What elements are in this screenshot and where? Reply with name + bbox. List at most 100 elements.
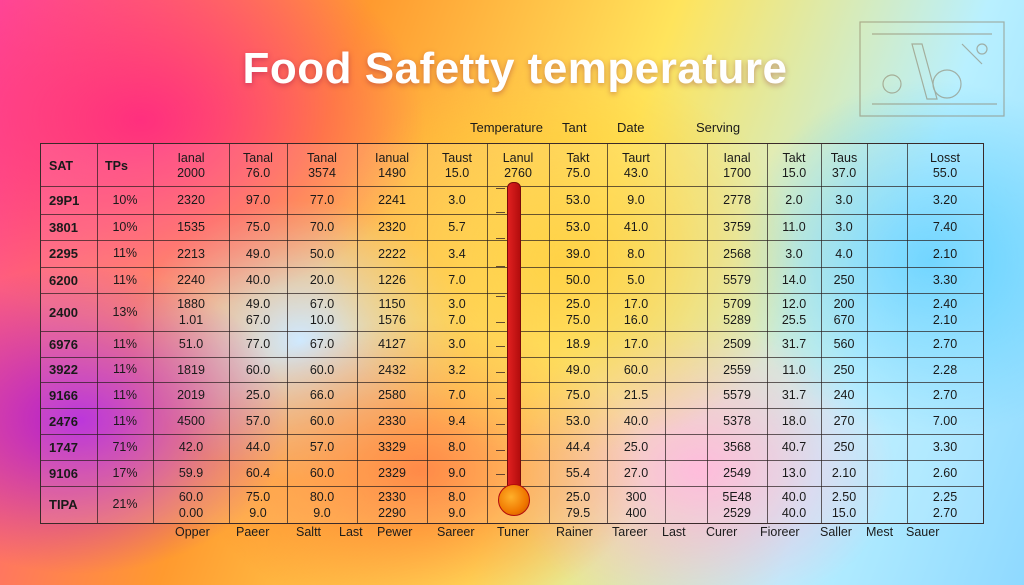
column-divider bbox=[287, 144, 288, 523]
table-cell: 60.4 bbox=[245, 466, 271, 480]
table-cell: 49.0 bbox=[245, 297, 271, 311]
table-cell: 3759 bbox=[723, 220, 751, 234]
header-cell: Losst bbox=[930, 151, 960, 165]
row-percent-cell: 17% bbox=[112, 465, 138, 480]
table-cell: 9.0 bbox=[627, 193, 645, 207]
row-id-cell: 2476 bbox=[49, 413, 78, 429]
table-cell: 60.0 bbox=[309, 362, 335, 377]
table-cell: 5.7 bbox=[448, 220, 466, 234]
row-percent-cell: 11% bbox=[112, 413, 138, 428]
table-cell: 40.7 bbox=[781, 440, 807, 454]
column-divider bbox=[607, 144, 608, 523]
header-cell: Tanal bbox=[307, 151, 337, 165]
header-cell: 1700 bbox=[723, 166, 751, 180]
row-id-cell: TIPA bbox=[49, 497, 78, 512]
footer-label: Tareer bbox=[612, 525, 648, 539]
table-cell: 59.9 bbox=[178, 466, 204, 480]
row-percent-cell: 11% bbox=[112, 387, 138, 402]
table-cell: 2.60 bbox=[932, 466, 958, 480]
table-cell: 27.0 bbox=[623, 466, 649, 480]
row-percent-cell: 11% bbox=[112, 272, 138, 287]
table-cell: 2.10 bbox=[932, 313, 958, 327]
table-cell: 9.0 bbox=[448, 466, 466, 480]
thermometer-tube bbox=[507, 182, 521, 489]
header-cell: SAT bbox=[49, 158, 74, 173]
header-cell: 3574 bbox=[308, 166, 336, 180]
row-percent-cell: 10% bbox=[112, 192, 138, 207]
thermometer-tick bbox=[496, 398, 505, 399]
footer-label: Sauer bbox=[906, 525, 940, 539]
table-cell: 5289 bbox=[723, 313, 751, 327]
table-cell: 2.50 bbox=[831, 489, 857, 504]
table-cell: 8.0 bbox=[627, 246, 645, 261]
table-cell: 44.0 bbox=[245, 440, 271, 454]
footer-label: Mest bbox=[866, 525, 894, 539]
footer-label: Last bbox=[339, 525, 363, 539]
table-cell: 4500 bbox=[177, 414, 205, 428]
header-cell: 43.0 bbox=[623, 166, 649, 180]
row-percent-cell: 10% bbox=[112, 219, 138, 234]
table-cell: 5378 bbox=[723, 414, 751, 428]
row-percent-cell: 71% bbox=[112, 439, 138, 454]
table-cell: 10.0 bbox=[309, 313, 335, 327]
table-cell: 7.0 bbox=[448, 273, 466, 287]
top-label-temperature: Temperature bbox=[470, 120, 543, 135]
thermometer-tick bbox=[496, 346, 505, 347]
table-cell: 9.4 bbox=[448, 414, 466, 428]
table-cell: 60.0 bbox=[178, 489, 204, 504]
table-cell: 250 bbox=[833, 362, 855, 377]
table-cell: 2.10 bbox=[932, 246, 958, 261]
table-cell: 40.0 bbox=[245, 273, 271, 287]
header-cell: 2760 bbox=[504, 166, 532, 180]
table-cell: 18.9 bbox=[565, 337, 591, 351]
table-cell: 42.0 bbox=[178, 440, 204, 454]
table-cell: 2290 bbox=[378, 505, 406, 520]
table-cell: 1226 bbox=[378, 273, 406, 287]
table-cell: 1880 bbox=[177, 297, 205, 311]
table-cell: 8.0 bbox=[448, 440, 466, 454]
column-divider bbox=[487, 144, 488, 523]
header-cell: Takt bbox=[566, 151, 590, 165]
header-cell: Takt bbox=[782, 151, 806, 165]
header-cell: 2000 bbox=[177, 166, 205, 180]
table-cell: 40.0 bbox=[623, 414, 649, 428]
table-cell: 11.0 bbox=[782, 362, 806, 377]
footer-label: Last bbox=[662, 525, 686, 539]
table-cell: 200 bbox=[833, 297, 855, 311]
table-cell: 5.0 bbox=[627, 273, 645, 287]
footer-label: Sareer bbox=[437, 525, 475, 539]
table-cell: 31.7 bbox=[781, 337, 807, 351]
table-cell: 75.0 bbox=[565, 313, 591, 327]
table-cell: 2432 bbox=[378, 362, 406, 377]
table-cell: 50.0 bbox=[565, 273, 591, 287]
table-cell: 75.0 bbox=[565, 388, 591, 402]
table-cell: 53.0 bbox=[565, 220, 591, 234]
table-cell: 16.0 bbox=[623, 313, 649, 327]
header-cell: 75.0 bbox=[565, 166, 591, 180]
table-cell: 2778 bbox=[723, 193, 751, 207]
table-cell: 1819 bbox=[177, 362, 205, 377]
row-percent-cell: 13% bbox=[112, 304, 138, 319]
table-cell: 41.0 bbox=[623, 220, 649, 234]
table-cell: 2330 bbox=[378, 414, 406, 428]
table-cell: 2330 bbox=[378, 489, 406, 504]
row-percent-cell: 21% bbox=[112, 497, 138, 511]
row-percent-cell: 11% bbox=[112, 336, 138, 351]
footer-label: Opper bbox=[175, 525, 210, 539]
table-cell: 5709 bbox=[723, 297, 751, 311]
table-cell: 25.0 bbox=[565, 489, 591, 504]
header-cell: Ianal bbox=[723, 151, 751, 165]
table-cell: 2.70 bbox=[932, 337, 958, 351]
row-percent-cell: 11% bbox=[112, 362, 138, 376]
table-cell: 49.0 bbox=[245, 246, 271, 261]
table-cell: 3.0 bbox=[448, 193, 466, 207]
row-id-cell: 1747 bbox=[49, 439, 78, 455]
column-divider bbox=[767, 144, 768, 523]
table-cell: 70.0 bbox=[309, 220, 335, 234]
header-cell: TPs bbox=[105, 158, 128, 173]
thermometer-tick bbox=[496, 474, 505, 475]
column-divider bbox=[549, 144, 550, 523]
table-cell: 2568 bbox=[723, 246, 751, 261]
table-cell: 2.70 bbox=[932, 388, 958, 402]
footer-label: Paeer bbox=[236, 525, 270, 539]
